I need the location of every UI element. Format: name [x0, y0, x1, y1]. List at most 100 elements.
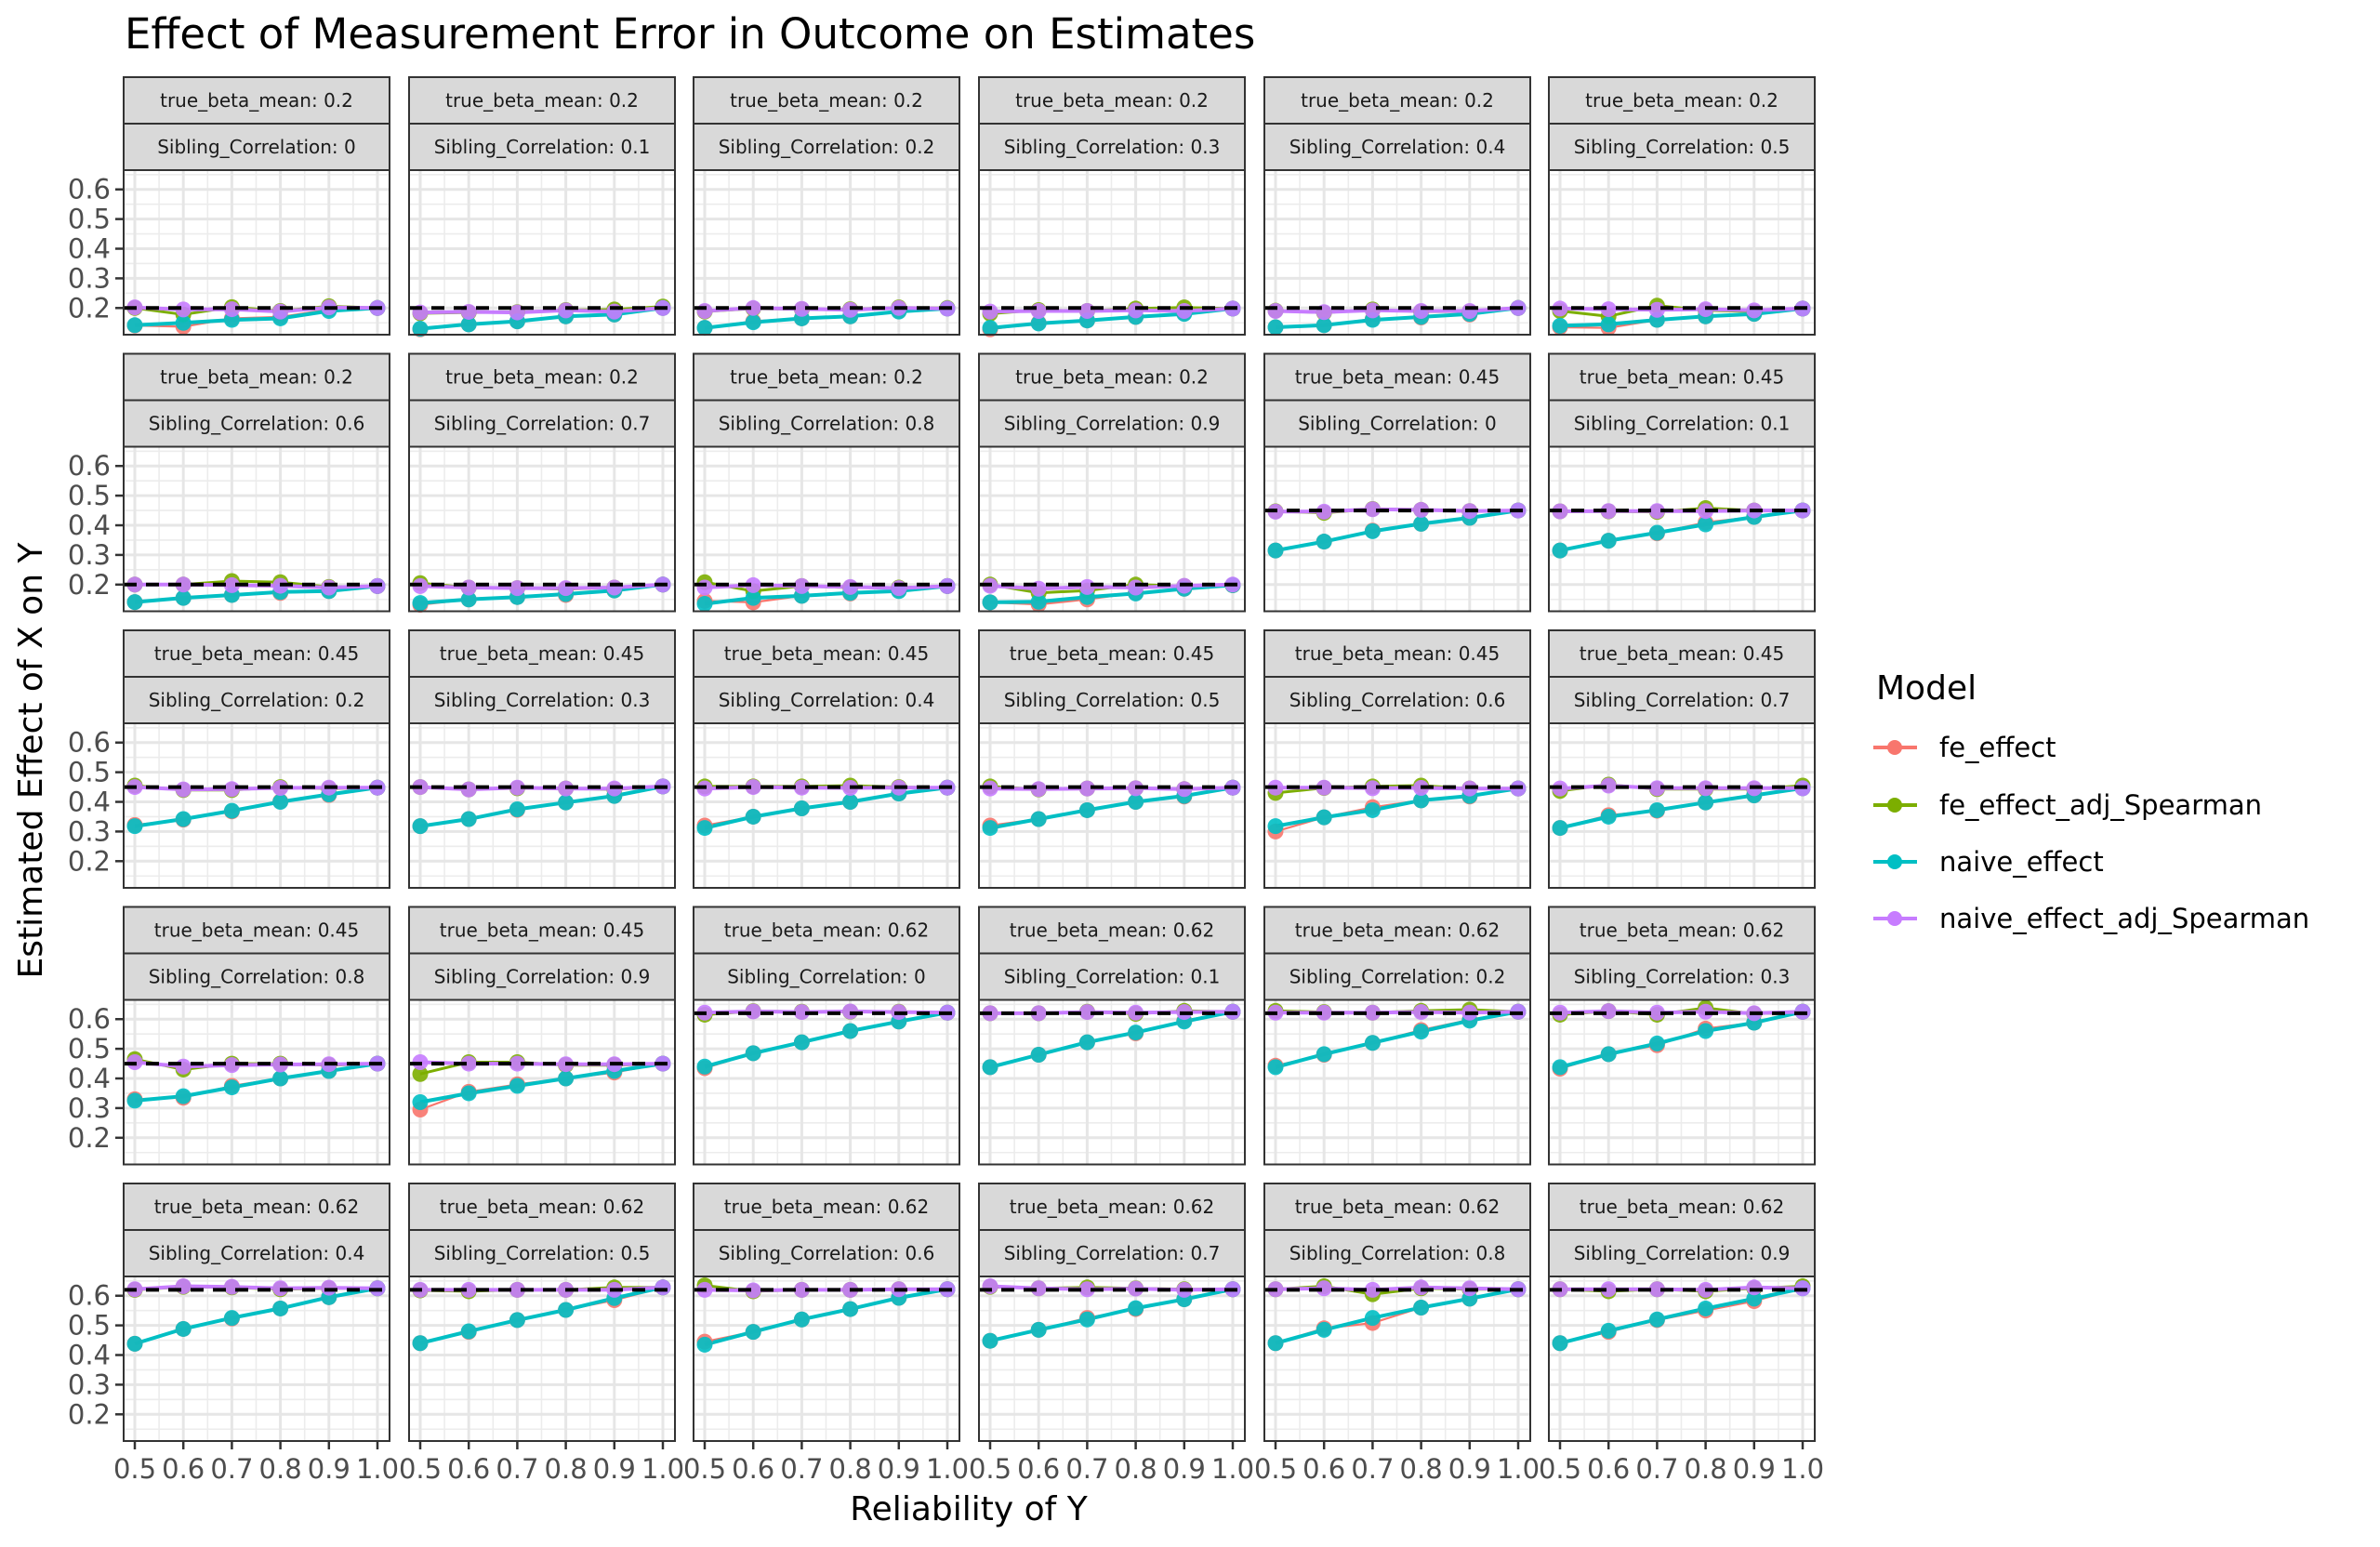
legend-key-point — [1887, 740, 1902, 755]
data-point-naive-effect-adj-Spearman — [1600, 777, 1617, 794]
series-line-naive-effect — [1559, 1010, 1804, 1069]
data-point-naive-effect-adj-Spearman — [891, 580, 907, 597]
data-point-naive-effect — [745, 314, 761, 331]
panel-border — [978, 998, 1246, 1166]
y-tick-label: 0.3 — [68, 1368, 111, 1400]
x-tick-label: 0.5 — [683, 1453, 726, 1485]
data-point-naive-effect — [1552, 317, 1568, 334]
facet-panel: true_beta_mean: 0.62 Sibling_Correlation:… — [68, 1183, 399, 1485]
facet-strip-row-label: true_beta_mean: 0.62 — [724, 919, 930, 942]
data-point-naive-effect — [126, 818, 143, 835]
legend-label: fe_effect — [1939, 732, 2056, 763]
facet-strip-row — [408, 629, 676, 678]
data-point-naive-effect-adj-Spearman — [321, 579, 337, 596]
data-point-naive-effect — [175, 1088, 192, 1104]
facet-strip-row-label: true_beta_mean: 0.45 — [724, 642, 930, 665]
data-point-naive-effect — [982, 820, 998, 837]
facet-panel: true_beta_mean: 0.62 Sibling_Correlation:… — [1548, 906, 1816, 1166]
data-point-naive-effect-adj-Spearman — [1316, 1004, 1332, 1021]
data-point-naive-effect — [982, 594, 998, 611]
facet-strip-row — [693, 76, 960, 125]
panel-border — [123, 169, 390, 336]
facet-strip-col-label: Sibling_Correlation: 0 — [1298, 413, 1497, 435]
facet-strip-row-label: true_beta_mean: 0.2 — [1585, 89, 1778, 112]
x-tick-label: 0.6 — [1587, 1453, 1630, 1485]
data-point-naive-effect — [1600, 1322, 1617, 1339]
data-point-naive-effect-adj-Spearman — [1364, 302, 1381, 319]
panel-border — [1263, 722, 1531, 889]
data-point-naive-effect — [460, 1323, 477, 1340]
facet-panel: true_beta_mean: 0.2 Sibling_Correlation: … — [68, 352, 390, 613]
facet-strip-col — [408, 1229, 676, 1277]
data-point-naive-effect — [1364, 1035, 1381, 1051]
facet-panel: true_beta_mean: 0.2 Sibling_Correlation: … — [693, 76, 960, 337]
data-point-naive-effect — [1267, 319, 1284, 336]
facet-strip-col — [978, 1229, 1246, 1277]
facet-strip-row — [1548, 1183, 1816, 1231]
facet-strip-row — [408, 906, 676, 955]
data-point-naive-effect — [1316, 809, 1332, 826]
data-point-naive-effect-adj-Spearman — [1648, 503, 1665, 520]
facet-strip-col-label: Sibling_Correlation: 0.9 — [434, 966, 651, 988]
x-tick-label: 0.7 — [1635, 1453, 1678, 1485]
facet-strip-row — [1263, 352, 1531, 402]
panel-border — [1548, 998, 1816, 1166]
y-tick-label: 0.5 — [68, 1033, 111, 1064]
series-line-naive-effect — [1559, 1286, 1804, 1345]
data-point-naive-effect — [1698, 1023, 1714, 1039]
x-tick-label: 1.0 — [926, 1453, 969, 1485]
facet-strip-row — [408, 352, 676, 402]
data-point-naive-effect — [745, 1045, 761, 1062]
data-point-naive-effect-adj-Spearman — [1030, 302, 1047, 319]
series-line-naive-effect — [419, 582, 664, 605]
y-tick-label: 0.6 — [68, 1003, 111, 1035]
facet-strip-row-label: true_beta_mean: 0.2 — [1015, 89, 1209, 112]
facet-strip-col — [123, 123, 390, 171]
facet-strip-row — [978, 76, 1246, 125]
facet-strip-row — [1263, 629, 1531, 678]
facet-strip-col — [408, 399, 676, 448]
data-point-naive-effect-adj-Spearman — [175, 1278, 192, 1295]
x-tick-label: 0.8 — [259, 1453, 302, 1485]
y-tick-label: 0.5 — [68, 480, 111, 511]
x-tick-label: 0.9 — [593, 1453, 636, 1485]
panel-border — [1263, 998, 1531, 1166]
data-point-naive-effect-adj-Spearman — [1030, 781, 1047, 798]
data-point-naive-effect-adj-Spearman — [1413, 302, 1430, 319]
series-line-naive-effect — [989, 1287, 1234, 1343]
chart-title: Effect of Measurement Error in Outcome o… — [125, 9, 1255, 59]
data-point-naive-effect-adj-Spearman — [654, 1279, 671, 1296]
data-point-naive-effect — [1413, 515, 1430, 532]
facet-strip-row-label: true_beta_mean: 0.45 — [1580, 642, 1785, 665]
data-point-naive-effect-adj-Spearman — [1648, 1004, 1665, 1021]
facet-strip-col — [1263, 399, 1531, 448]
facet-strip-row-label: true_beta_mean: 0.45 — [440, 919, 645, 942]
data-point-naive-effect-adj-Spearman — [1600, 1281, 1617, 1298]
data-point-naive-effect — [1030, 811, 1047, 827]
panel-border — [408, 169, 676, 336]
facet-strip-row-label: true_beta_mean: 0.45 — [440, 642, 645, 665]
x-tick-label: 0.6 — [1017, 1453, 1060, 1485]
data-point-naive-effect-adj-Spearman — [1600, 503, 1617, 520]
legend-key-point — [1887, 798, 1902, 813]
data-point-naive-effect — [175, 314, 192, 331]
y-tick-label: 0.4 — [68, 233, 111, 265]
data-point-naive-effect-adj-Spearman — [1030, 1280, 1047, 1297]
facet-panel: true_beta_mean: 0.45 Sibling_Correlation:… — [978, 629, 1246, 889]
data-point-naive-effect — [223, 802, 240, 819]
data-point-naive-effect — [745, 808, 761, 825]
data-point-naive-effect — [982, 1059, 998, 1076]
data-point-naive-effect — [126, 317, 143, 334]
y-tick-label: 0.2 — [68, 845, 111, 877]
data-point-naive-effect-adj-Spearman — [606, 579, 623, 596]
facet-strip-row-label: true_beta_mean: 0.45 — [1295, 642, 1501, 665]
legend-key-point — [1887, 911, 1902, 926]
data-point-naive-effect — [412, 321, 429, 337]
data-point-naive-effect — [1364, 801, 1381, 818]
facet-panel: true_beta_mean: 0.45 Sibling_Correlation:… — [1263, 352, 1531, 613]
facet-panel: true_beta_mean: 0.62 Sibling_Correlation:… — [683, 1183, 969, 1485]
data-point-naive-effect-adj-Spearman — [509, 1055, 525, 1072]
facet-strip-row-label: true_beta_mean: 0.45 — [1295, 366, 1501, 389]
legend-label: naive_effect_adj_Spearman — [1939, 903, 2309, 934]
y-tick-label: 0.3 — [68, 1092, 111, 1124]
